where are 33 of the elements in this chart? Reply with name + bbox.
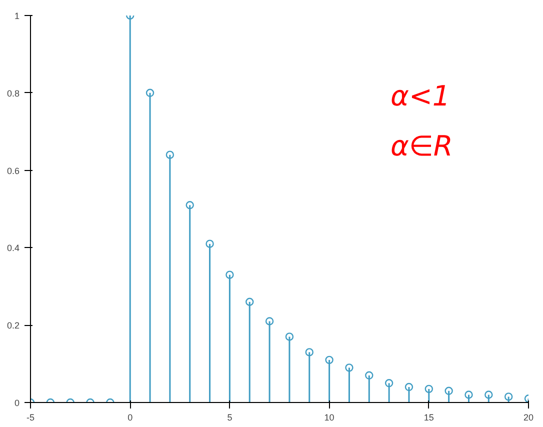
y-tick-label: 0.8 — [6, 88, 20, 98]
point — [186, 201, 194, 210]
y-tick-label: 1 — [14, 11, 20, 21]
point — [444, 386, 453, 395]
point — [464, 390, 473, 399]
x-tick-label: 15 — [424, 412, 434, 422]
x-tick-label: 5 — [227, 412, 232, 422]
x-tick-label: -5 — [26, 412, 35, 422]
annotation: α∈R — [390, 130, 453, 162]
annotation: α<1 — [390, 80, 450, 112]
point — [365, 371, 374, 380]
point — [384, 379, 394, 388]
point — [226, 270, 234, 279]
point — [146, 88, 154, 97]
y-tick-label: 0 — [14, 398, 20, 408]
y-tick-label: 0.6 — [6, 166, 20, 176]
point — [166, 150, 174, 159]
x-tick-label: 10 — [324, 412, 334, 422]
point — [246, 298, 254, 306]
y-tick-label: 0.2 — [6, 320, 20, 331]
point — [404, 382, 414, 392]
point — [265, 317, 274, 326]
point — [305, 348, 314, 356]
point — [484, 390, 493, 399]
point — [285, 332, 294, 341]
y-tick-label: 0.4 — [6, 243, 20, 254]
x-tick-label: 20 — [523, 412, 534, 422]
point — [325, 356, 334, 364]
x-tick-label: 0 — [128, 412, 133, 422]
point — [424, 384, 433, 394]
point — [206, 240, 214, 248]
point — [345, 364, 354, 372]
point — [504, 392, 513, 401]
